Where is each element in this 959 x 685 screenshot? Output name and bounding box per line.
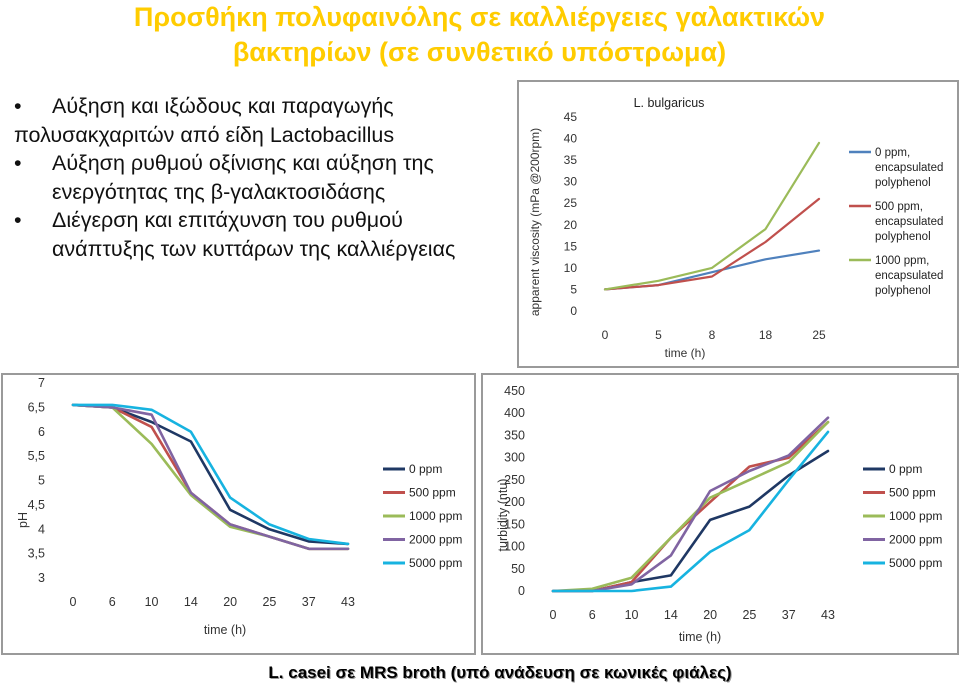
viscosity-y-tick-label: 10 (564, 261, 578, 275)
slide-title: Προσθήκη πολυφαινόλης σε καλλιέργειες γα… (0, 0, 959, 70)
turbidity-x-tick-label: 37 (782, 608, 796, 622)
ph-x-tick-label: 0 (70, 595, 77, 609)
turbidity-y-tick-label: 200 (504, 495, 525, 509)
viscosity-chart: L. bulgaricus 0 5 10 15 20 25 30 35 40 45 0 5 8 18 25 ti… (528, 96, 943, 360)
bullet-list: Αύξηση και ιξώδους και παραγωγής πολυσακ… (14, 92, 524, 263)
ph-series-line-4 (71, 403, 350, 546)
turbidity-y-tick-label: 300 (504, 451, 525, 465)
ph-x-tick-label: 20 (223, 595, 237, 609)
ph-chart: 3 3,5 4 4,5 5 5,5 6 6,5 7 0 6 10 14 20 25 37 43 time (h) p… (16, 376, 462, 637)
turbidity-legend-label: 0 ppm (889, 462, 922, 476)
bullet-2-line-2: ενεργότητας της β-γαλακτοσιδάσης (52, 179, 386, 204)
ph-y-tick-label: 3 (38, 571, 45, 585)
bullet-3-line-2: ανάπτυξης των κυττάρων της καλλιέργειας (52, 236, 456, 261)
turbidity-y-axis-label: turbidity (ntu) (496, 479, 510, 552)
turbidity-x-axis-label: time (h) (679, 630, 721, 644)
bullet-1-line-1: Αύξηση και ιξώδους και παραγωγής (14, 92, 524, 121)
viscosity-y-tick-label: 25 (564, 196, 578, 210)
ph-x-tick-label: 37 (302, 595, 316, 609)
ph-series-line-3 (71, 403, 350, 551)
turbidity-y-tick-label: 100 (504, 540, 525, 554)
viscosity-legend-label: 1000 ppm, encapsulated polyphenol (875, 255, 943, 297)
viscosity-y-tick-label: 20 (564, 218, 578, 232)
turbidity-legend-label: 500 ppm (889, 486, 936, 500)
bullet-3-line-1: Διέγερση και επιτάχυνση του ρυθμού (14, 206, 524, 235)
turbidity-x-tick-label: 25 (742, 608, 756, 622)
viscosity-series-line-1 (603, 197, 821, 291)
slide-title-line-2: βακτηρίων (σε συνθετικό υπόστρωμα) (232, 37, 727, 67)
turbidity-x-tick-label: 14 (664, 608, 678, 622)
ph-chart-panel: 3 3,5 4 4,5 5 5,5 6 6,5 7 0 6 10 14 20 25 37 43 time (h) p… (1, 373, 476, 655)
ph-x-tick-label: 6 (109, 595, 116, 609)
ph-x-tick-label: 43 (341, 595, 355, 609)
ph-y-tick-label: 5 (38, 474, 45, 488)
viscosity-y-tick-label: 35 (564, 153, 578, 167)
viscosity-legend-label: 0 ppm, encapsulated polyphenol (875, 147, 943, 189)
ph-x-tick-label: 10 (145, 595, 159, 609)
viscosity-y-axis-label: apparent viscosity (mPa @200rpm) (528, 128, 542, 316)
slide-title-line-1: Προσθήκη πολυφαινόλης σε καλλιέργειες γα… (133, 2, 826, 32)
viscosity-x-tick-label: 8 (709, 328, 716, 342)
turbidity-chart: 0 50 100 150 200 250 300 350 400 450 0 6 10 14 20 25 37 4… (496, 384, 942, 644)
ph-legend-label: 2000 ppm (409, 533, 462, 547)
bullet-2-line-1: Αύξηση ρυθμού οξίνισης και αύξηση της (14, 149, 524, 178)
turbidity-chart-panel: 0 50 100 150 200 250 300 350 400 450 0 6 10 14 20 25 37 4… (481, 373, 959, 655)
viscosity-series-line-2 (603, 141, 821, 291)
turbidity-x-tick-label: 6 (589, 608, 596, 622)
ph-x-tick-label: 14 (184, 595, 198, 609)
turbidity-y-tick-label: 450 (504, 384, 525, 398)
ph-y-tick-label: 7 (38, 376, 45, 390)
viscosity-chart-title: L. bulgaricus (634, 96, 705, 110)
viscosity-chart-panel: L. bulgaricus 0 5 10 15 20 25 30 35 40 45 0 5 8 18 25 ti… (517, 80, 959, 368)
turbidity-y-tick-label: 400 (504, 406, 525, 420)
chart-caption: L. casei σε MRS broth (υπό ανάδευση σε κ… (268, 663, 732, 682)
ph-y-tick-label: 6,5 (28, 400, 45, 414)
turbidity-legend-label: 2000 ppm (889, 533, 942, 547)
ph-series-line-0 (71, 403, 350, 546)
ph-y-tick-label: 3,5 (28, 547, 45, 561)
ph-legend-label: 500 ppm (409, 486, 456, 500)
turbidity-y-tick-label: 250 (504, 473, 525, 487)
viscosity-y-tick-label: 30 (564, 175, 578, 189)
ph-y-tick-label: 6 (38, 425, 45, 439)
turbidity-series-line-4 (551, 430, 830, 593)
turbidity-y-tick-label: 350 (504, 428, 525, 442)
ph-legend-label: 5000 ppm (409, 556, 462, 570)
ph-y-tick-label: 5,5 (28, 449, 45, 463)
viscosity-x-tick-label: 5 (655, 328, 662, 342)
bullet-1-line-2: πολυσακχαριτών από είδη Lactobacillus (14, 122, 395, 147)
ph-y-tick-label: 4 (38, 522, 45, 536)
turbidity-y-tick-label: 150 (504, 517, 525, 531)
ph-legend-label: 0 ppm (409, 462, 442, 476)
turbidity-x-tick-label: 20 (703, 608, 717, 622)
viscosity-y-tick-label: 0 (570, 304, 577, 318)
viscosity-x-tick-label: 18 (759, 328, 773, 342)
turbidity-x-tick-label: 10 (625, 608, 639, 622)
turbidity-y-tick-label: 0 (518, 584, 525, 598)
viscosity-y-tick-label: 5 (570, 282, 577, 296)
viscosity-y-tick-label: 40 (564, 132, 578, 146)
viscosity-legend-label: 500 ppm, encapsulated polyphenol (875, 201, 943, 243)
viscosity-x-tick-label: 0 (602, 328, 609, 342)
ph-x-tick-label: 25 (262, 595, 276, 609)
ph-y-tick-label: 4,5 (28, 498, 45, 512)
turbidity-x-tick-label: 43 (821, 608, 835, 622)
turbidity-series-line-1 (551, 420, 830, 593)
turbidity-legend-label: 5000 ppm (889, 556, 942, 570)
turbidity-series-line-3 (551, 416, 830, 593)
viscosity-x-axis-label: time (h) (665, 346, 706, 360)
ph-y-axis-label: pH (16, 512, 30, 528)
viscosity-x-tick-label: 25 (812, 328, 826, 342)
viscosity-y-tick-label: 15 (564, 239, 578, 253)
turbidity-y-tick-label: 50 (511, 562, 525, 576)
ph-legend-label: 1000 ppm (409, 509, 462, 523)
turbidity-legend-label: 1000 ppm (889, 509, 942, 523)
viscosity-y-tick-label: 45 (564, 110, 578, 124)
turbidity-x-tick-label: 0 (550, 608, 557, 622)
turbidity-series-line-2 (551, 420, 830, 593)
ph-x-axis-label: time (h) (204, 623, 246, 637)
